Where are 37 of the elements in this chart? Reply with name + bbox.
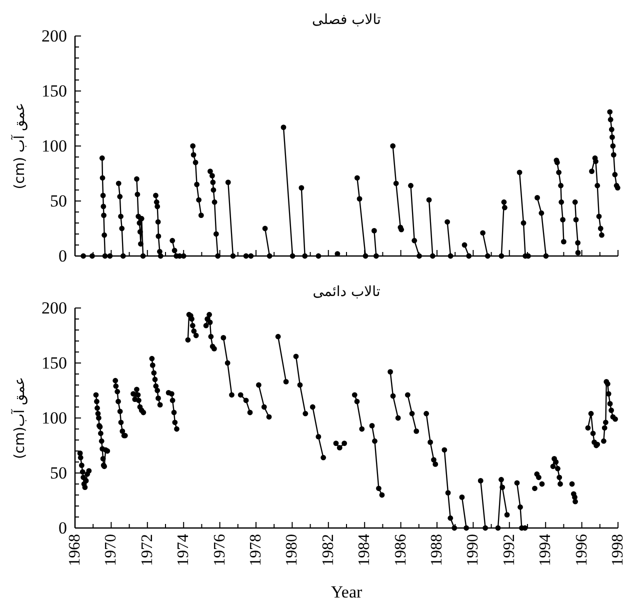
y-tick-label: 100	[42, 136, 67, 156]
point	[536, 474, 542, 480]
x-tick-label: 1974	[175, 534, 192, 566]
y-tick-label: 100	[42, 408, 67, 428]
y-tick-label: 150	[42, 82, 67, 100]
chart-title: تالاب فصلی	[312, 12, 382, 28]
y-tick-label: 50	[50, 192, 67, 210]
y-tick-label: 0	[58, 518, 67, 538]
x-axis-title: Year	[330, 582, 362, 602]
x-tick-label: 1980	[284, 534, 301, 566]
x-tick-label: 1982	[320, 534, 337, 566]
y-tick-label: 200	[42, 298, 67, 318]
y-tick-label: 150	[42, 354, 67, 372]
x-tick-label: 1990	[464, 534, 482, 566]
y-tick-label: 0	[58, 246, 67, 266]
y-tick-label: 200	[42, 26, 67, 46]
x-tick-label: 1968	[66, 534, 84, 566]
x-tick-label: 1992	[500, 534, 518, 566]
chart-title: تالاب دائمی	[312, 284, 380, 300]
y-axis-title: عمق آب(cm)	[10, 377, 28, 459]
x-tick-label: 1996	[573, 534, 590, 566]
x-tick-label: 1976	[211, 534, 228, 566]
x-tick-label: 1972	[138, 534, 156, 566]
x-tick-label: 1986	[392, 534, 410, 566]
x-tick-label: 1994	[537, 534, 554, 566]
point	[532, 486, 538, 492]
point	[569, 481, 575, 487]
x-tick-label: 1984	[356, 534, 374, 566]
x-tick-label: 1978	[248, 534, 264, 566]
x-tick-label: 1988	[428, 534, 446, 566]
point	[572, 494, 578, 500]
y-axis-title: عمق آب (cm)	[10, 102, 28, 190]
x-tick-label: 1970	[102, 534, 120, 566]
point	[539, 481, 545, 487]
point	[572, 498, 578, 504]
y-tick-label: 50	[50, 464, 67, 482]
x-tick-label: 1998	[610, 534, 626, 566]
